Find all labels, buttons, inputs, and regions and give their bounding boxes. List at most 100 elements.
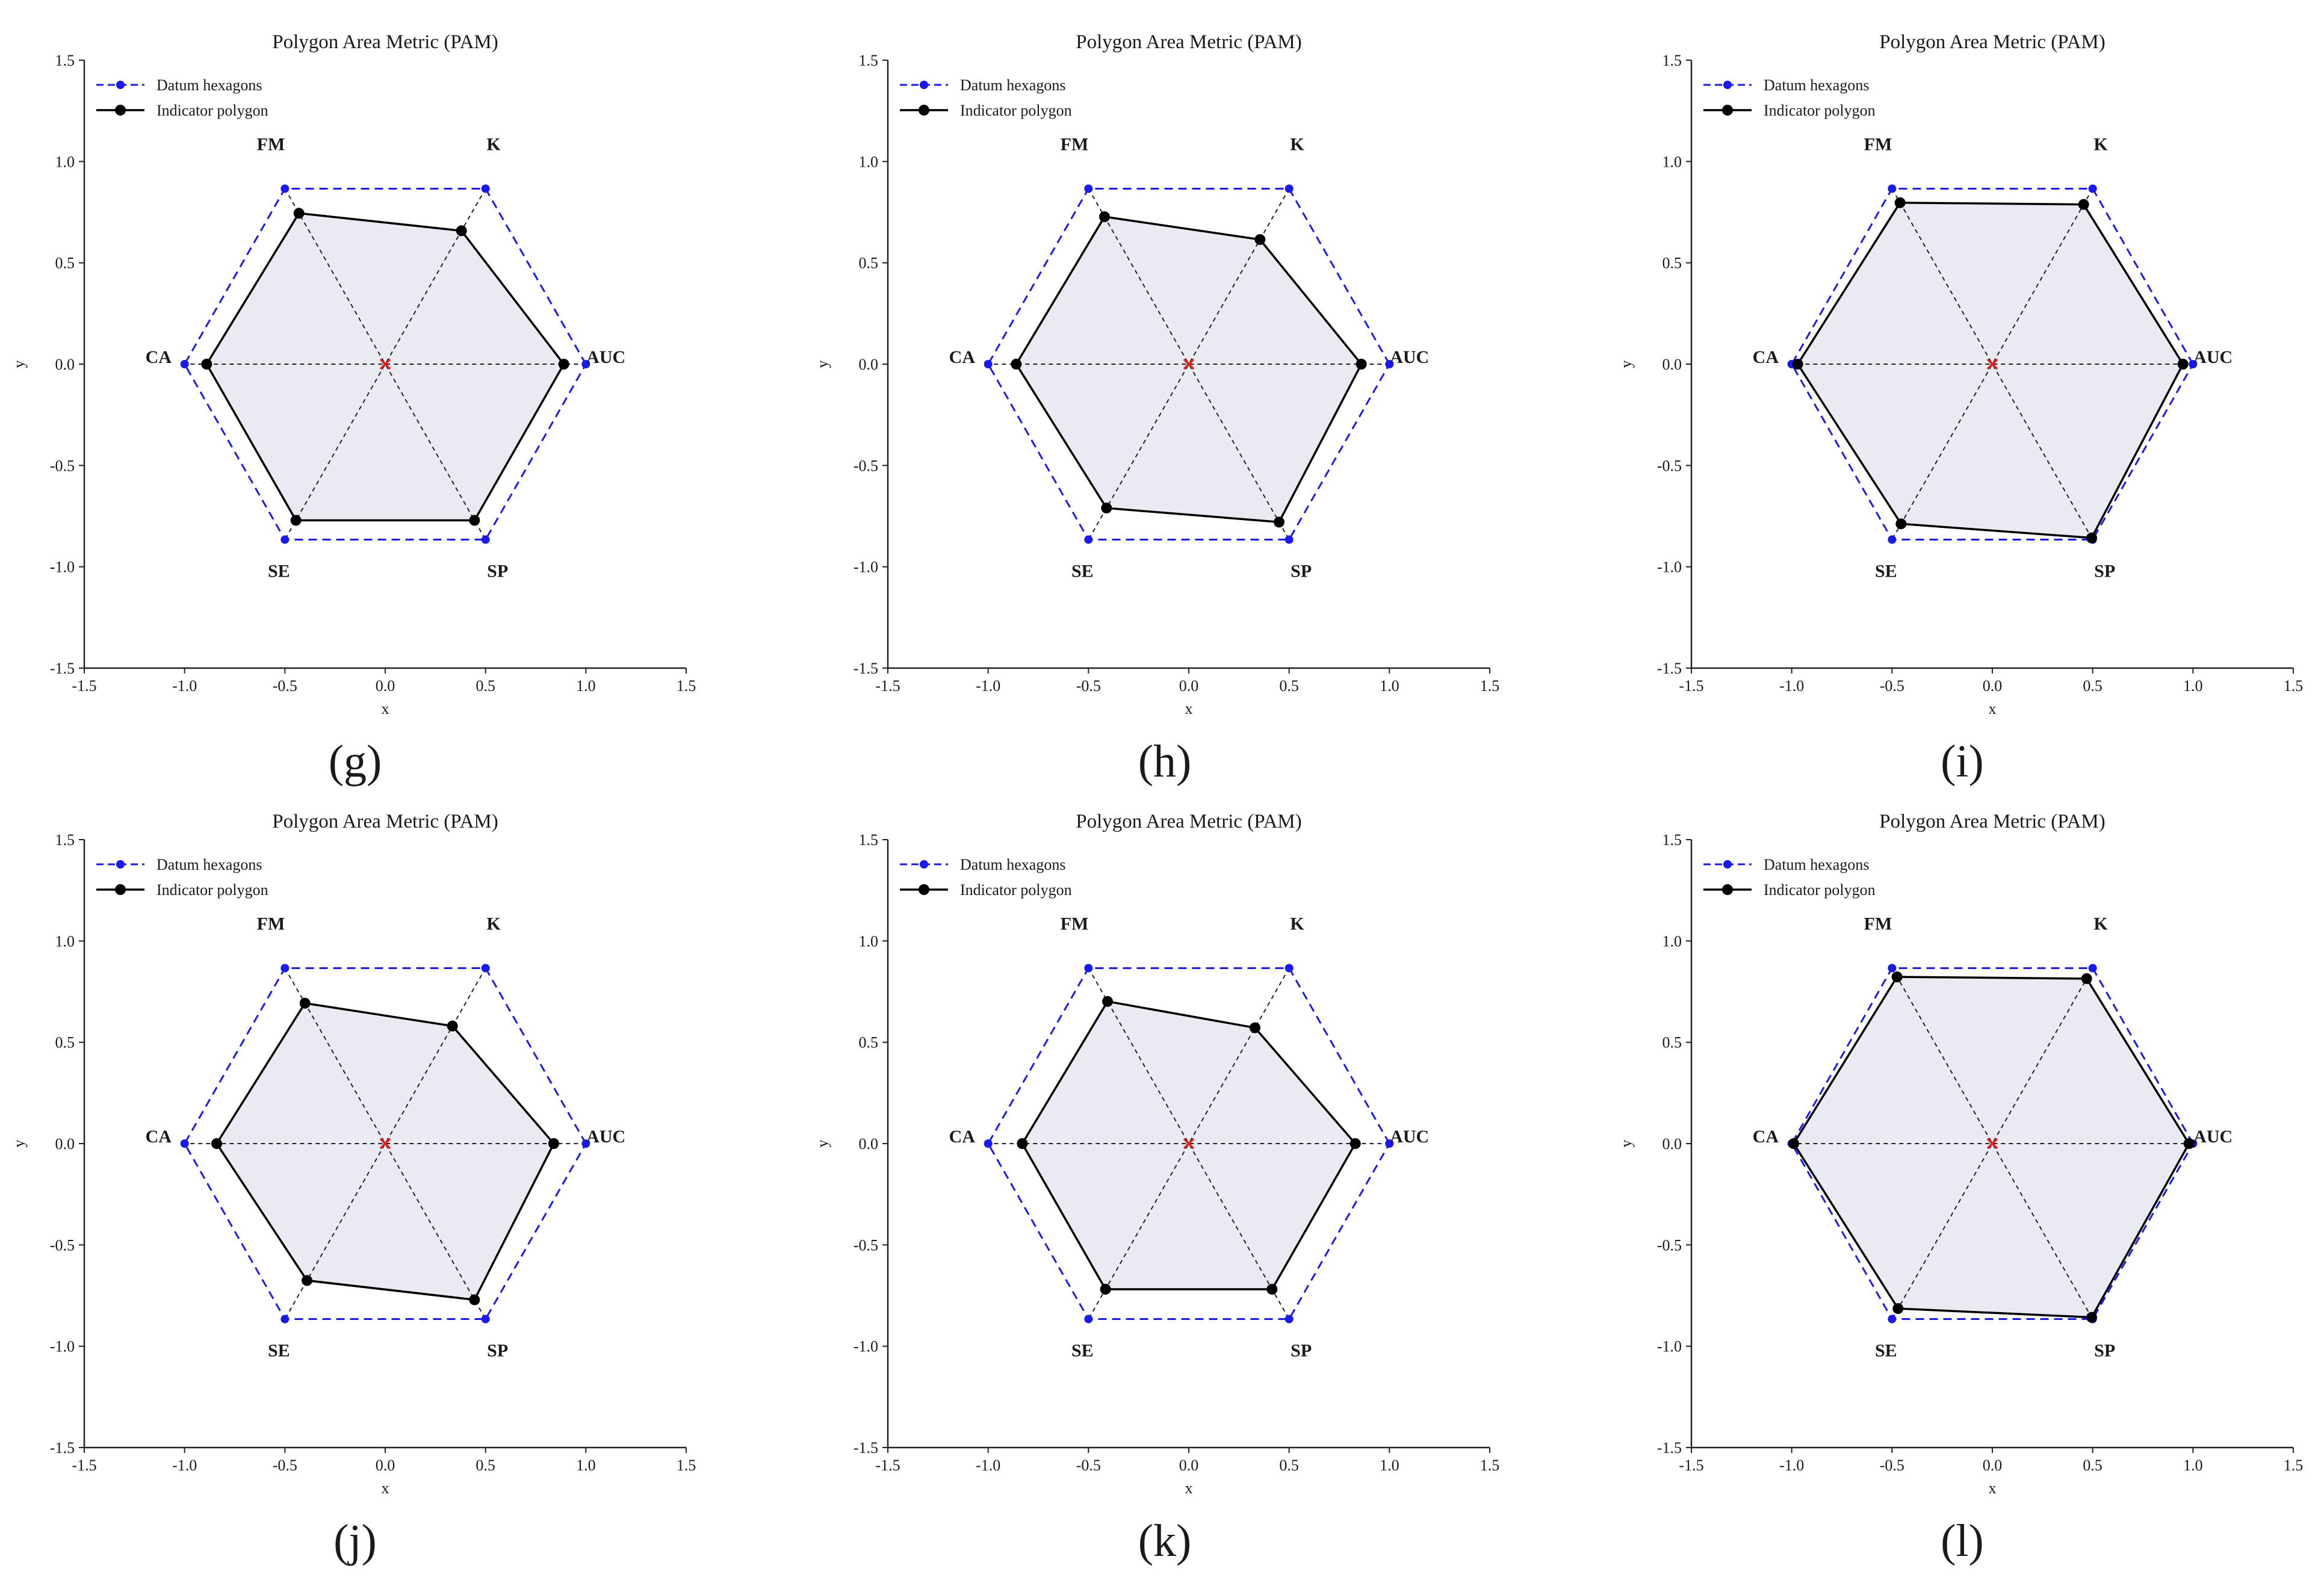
center-marker bbox=[1986, 1138, 1998, 1150]
indicator-point bbox=[302, 1275, 312, 1286]
legend-indicator-label: Indicator polygon bbox=[960, 881, 1072, 899]
indicator-point bbox=[469, 1294, 480, 1306]
indicator-point bbox=[469, 515, 480, 526]
x-tick-label: 1.5 bbox=[2284, 1457, 2304, 1474]
indicator-point bbox=[1349, 1138, 1361, 1149]
legend-datum-label: Datum hexagons bbox=[1764, 856, 1869, 873]
x-tick-label: 1.5 bbox=[1480, 1457, 1500, 1474]
indicator-point bbox=[1101, 503, 1112, 514]
y-tick-label: -1.0 bbox=[854, 1338, 878, 1355]
vertex-label-auc: AUC bbox=[2193, 1127, 2233, 1147]
spoke-line bbox=[1088, 188, 1290, 541]
center-marker bbox=[379, 358, 391, 370]
x-axis-label: x bbox=[1185, 1479, 1193, 1497]
legend-indicator-label: Indicator polygon bbox=[1764, 881, 1876, 899]
x-tick-label: 1.0 bbox=[1380, 1457, 1399, 1474]
datum-point bbox=[581, 360, 590, 368]
center-marker bbox=[1986, 358, 1998, 370]
datum-point bbox=[280, 964, 290, 973]
legend-indicator-marker bbox=[1722, 105, 1733, 116]
chart-title: Polygon Area Metric (PAM) bbox=[1879, 811, 2106, 832]
x-axis-label: x bbox=[382, 700, 389, 717]
y-axis-label: y bbox=[1617, 1140, 1635, 1148]
indicator-point bbox=[2183, 1138, 2195, 1149]
x-tick-label: -1.0 bbox=[976, 1457, 1000, 1474]
chart-title: Polygon Area Metric (PAM) bbox=[272, 811, 498, 832]
y-tick-label: 1.5 bbox=[1662, 831, 1682, 849]
spoke-line bbox=[1891, 967, 2093, 1320]
legend-indicator-label: Indicator polygon bbox=[156, 102, 268, 119]
x-tick-label: 1.5 bbox=[2284, 677, 2304, 695]
y-tick-label: -1.5 bbox=[50, 660, 75, 677]
legend-indicator-label: Indicator polygon bbox=[1764, 102, 1876, 119]
spoke-line bbox=[1891, 188, 2093, 541]
datum-point bbox=[280, 535, 290, 544]
center-marker bbox=[379, 1138, 391, 1150]
vertex-label-sp: SP bbox=[1291, 561, 1312, 581]
y-tick-label: 0.5 bbox=[1662, 255, 1682, 272]
x-tick-label: -1.0 bbox=[1779, 677, 1804, 695]
legend-datum-label: Datum hexagons bbox=[960, 76, 1065, 94]
indicator-point bbox=[1894, 197, 1906, 208]
legend-datum-marker bbox=[920, 860, 928, 869]
vertex-label-fm: FM bbox=[1864, 135, 1892, 155]
x-tick-label: 0.5 bbox=[476, 677, 495, 695]
legend-indicator-marker bbox=[919, 105, 929, 116]
vertex-label-auc: AUC bbox=[586, 1127, 625, 1147]
x-tick-label: -0.5 bbox=[273, 1457, 297, 1474]
x-tick-label: 0.5 bbox=[1279, 1457, 1299, 1474]
chart-panel: Polygon Area Metric (PAM) -1.5-1.5 -1.0 -1.… bbox=[814, 811, 1499, 1566]
vertex-label-ca: CA bbox=[146, 1127, 172, 1147]
chart-panel: Polygon Area Metric (PAM) -1.5-1.5 -1.0 -1.… bbox=[1617, 31, 2303, 787]
y-tick-label: 0.5 bbox=[1662, 1034, 1682, 1052]
indicator-point bbox=[2078, 199, 2089, 210]
x-tick-label: -0.5 bbox=[1880, 677, 1904, 695]
indicator-point bbox=[2086, 532, 2097, 544]
panel-label: (i) bbox=[1941, 736, 1984, 787]
vertex-label-se: SE bbox=[268, 561, 290, 581]
vertex-label-fm: FM bbox=[1864, 914, 1892, 934]
legend-indicator-marker bbox=[115, 105, 126, 116]
y-tick-label: -0.5 bbox=[1657, 1236, 1682, 1254]
x-tick-label: -1.5 bbox=[72, 677, 96, 695]
spoke-line bbox=[1891, 967, 2093, 1320]
spoke-line bbox=[1891, 188, 2093, 541]
y-tick-label: 0.5 bbox=[55, 1034, 75, 1052]
panel-label: (j) bbox=[333, 1516, 377, 1566]
datum-point bbox=[180, 1139, 189, 1148]
y-tick-label: 0.0 bbox=[859, 356, 879, 373]
y-tick-label: 1.0 bbox=[859, 153, 879, 170]
vertex-label-sp: SP bbox=[487, 561, 508, 581]
x-axis-label: x bbox=[1185, 700, 1193, 717]
x-tick-label: -0.5 bbox=[1880, 1457, 1904, 1474]
datum-point bbox=[481, 964, 490, 973]
x-tick-label: 0.5 bbox=[2083, 1457, 2102, 1474]
legend-datum-label: Datum hexagons bbox=[960, 856, 1065, 873]
x-tick-label: 1.5 bbox=[677, 677, 696, 695]
y-tick-label: 0.5 bbox=[55, 255, 75, 272]
y-tick-label: 1.5 bbox=[55, 52, 75, 69]
y-tick-label: -0.5 bbox=[854, 457, 878, 474]
indicator-point bbox=[2177, 359, 2189, 370]
panel-label: (k) bbox=[1138, 1516, 1192, 1566]
x-axis-label: x bbox=[382, 1479, 389, 1497]
y-tick-label: -1.0 bbox=[1657, 559, 1682, 576]
datum-point bbox=[1084, 964, 1093, 973]
x-tick-label: 0.0 bbox=[1179, 677, 1199, 695]
indicator-point bbox=[1891, 971, 1903, 983]
x-tick-label: -1.5 bbox=[1679, 677, 1703, 695]
vertex-label-ca: CA bbox=[949, 347, 976, 367]
y-tick-label: 0.0 bbox=[1662, 356, 1682, 373]
legend-datum-marker bbox=[116, 81, 125, 89]
y-axis-label: y bbox=[1617, 361, 1635, 368]
x-tick-label: -1.5 bbox=[875, 1457, 900, 1474]
chart-panel: Polygon Area Metric (PAM) -1.5-1.5 -1.0 -1.… bbox=[1617, 811, 2303, 1566]
legend-indicator-marker bbox=[919, 884, 929, 895]
datum-point bbox=[984, 360, 993, 368]
indicator-point bbox=[1102, 996, 1113, 1007]
x-tick-label: 1.0 bbox=[2183, 1457, 2203, 1474]
y-tick-label: 1.0 bbox=[859, 932, 879, 950]
x-tick-label: 0.5 bbox=[476, 1457, 495, 1474]
datum-point bbox=[1385, 1139, 1394, 1148]
x-tick-label: -1.0 bbox=[172, 677, 197, 695]
